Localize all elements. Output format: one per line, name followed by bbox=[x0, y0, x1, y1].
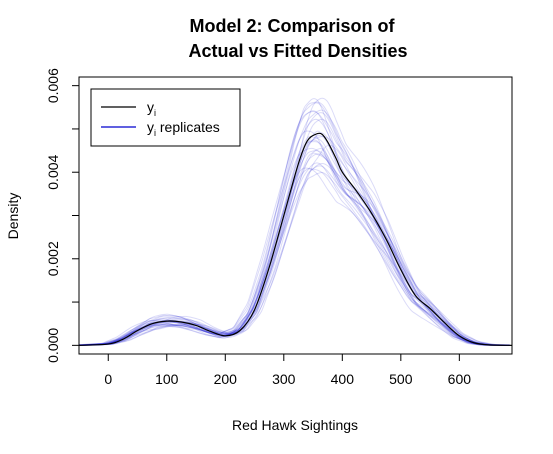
y-tick-label: 0.006 bbox=[45, 68, 61, 103]
replicate-line bbox=[78, 147, 510, 346]
chart-title-line2: Actual vs Fitted Densities bbox=[188, 41, 407, 61]
replicate-line bbox=[78, 162, 510, 346]
replicate-line bbox=[78, 118, 510, 346]
replicate-line bbox=[78, 109, 510, 346]
replicate-line bbox=[78, 135, 510, 346]
legend-replicates-label: yi replicates bbox=[147, 119, 220, 138]
replicate-line bbox=[78, 139, 510, 346]
replicate-line bbox=[79, 152, 510, 346]
y-tick-label: 0.004 bbox=[45, 154, 61, 189]
x-tick-label: 600 bbox=[448, 371, 472, 387]
x-tick-label: 300 bbox=[272, 371, 296, 387]
replicate-line bbox=[78, 130, 510, 346]
x-axis-label: Red Hawk Sightings bbox=[232, 417, 358, 433]
replicate-line bbox=[78, 162, 510, 346]
replicate-line bbox=[79, 98, 510, 346]
y-tick-label: 0.002 bbox=[45, 241, 61, 276]
replicate-line bbox=[78, 135, 510, 346]
y-axis: 0.000 0.002 0.004 0.006 bbox=[45, 68, 79, 363]
replicate-line bbox=[78, 118, 510, 346]
replicate-line bbox=[78, 112, 510, 346]
replicate-line bbox=[78, 150, 510, 346]
replicate-line bbox=[78, 110, 510, 346]
replicate-line bbox=[78, 165, 510, 346]
y-axis-label: Density bbox=[5, 193, 21, 240]
x-tick-label: 100 bbox=[155, 371, 179, 387]
replicate-line bbox=[78, 111, 510, 346]
x-tick-label: 400 bbox=[331, 371, 355, 387]
actual-density-line bbox=[78, 132, 513, 346]
x-tick-label: 500 bbox=[389, 371, 413, 387]
legend-box bbox=[90, 88, 241, 147]
legend-actual-label: yi bbox=[147, 99, 156, 118]
replicate-line bbox=[78, 167, 510, 346]
replicate-density-lines bbox=[78, 97, 510, 346]
x-tick-label: 200 bbox=[214, 371, 238, 387]
chart-title-line1: Model 2: Comparison of bbox=[189, 16, 395, 36]
legend: yi yi replicates bbox=[90, 88, 241, 147]
replicate-line bbox=[78, 171, 510, 346]
x-axis: 0 100 200 300 400 500 600 bbox=[104, 354, 471, 387]
replicate-line bbox=[78, 134, 510, 346]
y-tick-label: 0.000 bbox=[45, 328, 61, 363]
replicate-line bbox=[78, 102, 510, 346]
x-tick-label: 0 bbox=[104, 371, 112, 387]
replicate-line bbox=[78, 101, 510, 346]
